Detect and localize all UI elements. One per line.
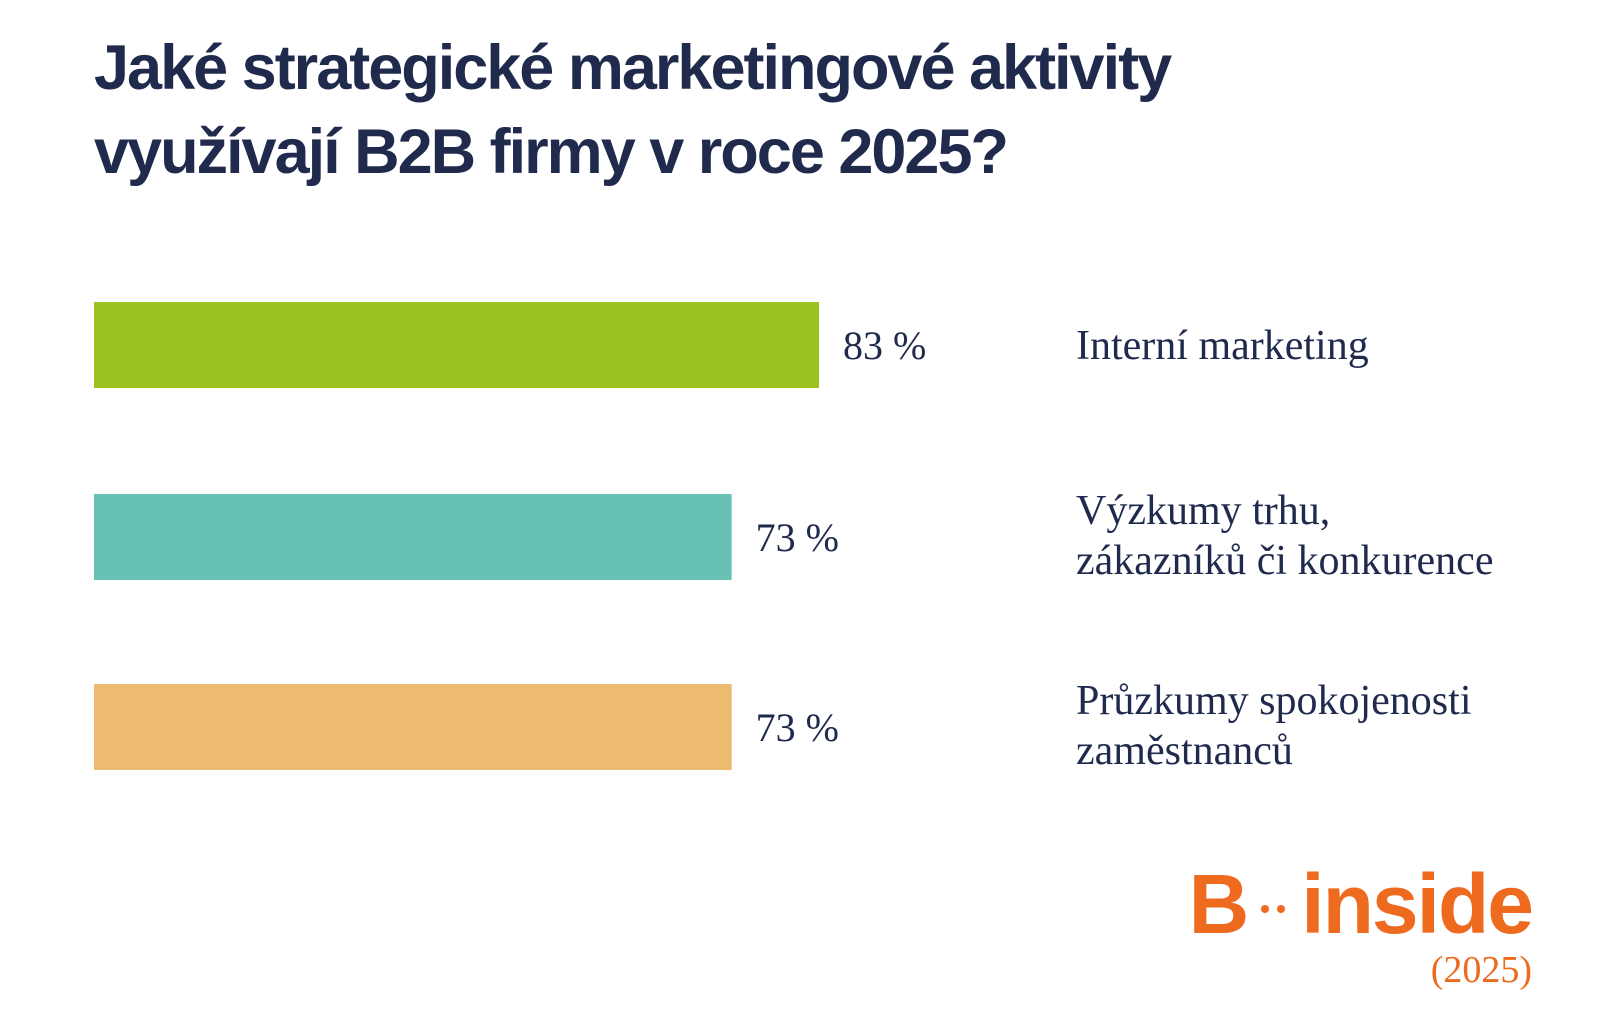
logo-mark: B inside [1188, 857, 1534, 951]
logo-letter: B [1188, 857, 1250, 951]
b-inside-logo: B inside (2025) [1188, 857, 1534, 992]
chart-title-line-2: využívají B2B firmy v roce 2025? [94, 117, 1009, 187]
logo-dots-icon [1261, 895, 1286, 913]
logo-word: inside [1301, 857, 1534, 951]
logo-year: (2025) [1430, 949, 1532, 991]
bar-3 [94, 684, 732, 770]
chart-title-line-1: Jaké strategické marketingové aktivity [94, 33, 1172, 103]
category-label-2-line-1: Výzkumy trhu, [1076, 488, 1330, 534]
chart-title: Jaké strategické marketingové aktivity v… [94, 26, 1394, 194]
category-label-3-line-2: zaměstnanců [1076, 728, 1293, 774]
category-label-1: Interní marketing [1076, 323, 1369, 369]
category-label-3-line-1: Průzkumy spokojenosti [1076, 678, 1472, 724]
bar-value-label-1: 83 % [843, 323, 926, 368]
bar-value-label-2: 73 % [756, 515, 839, 560]
bar-2 [94, 494, 732, 580]
category-label-2-line-2: zákazníků či konkurence [1076, 538, 1493, 584]
bar-value-label-3: 73 % [756, 705, 839, 750]
bar-1 [94, 302, 820, 388]
